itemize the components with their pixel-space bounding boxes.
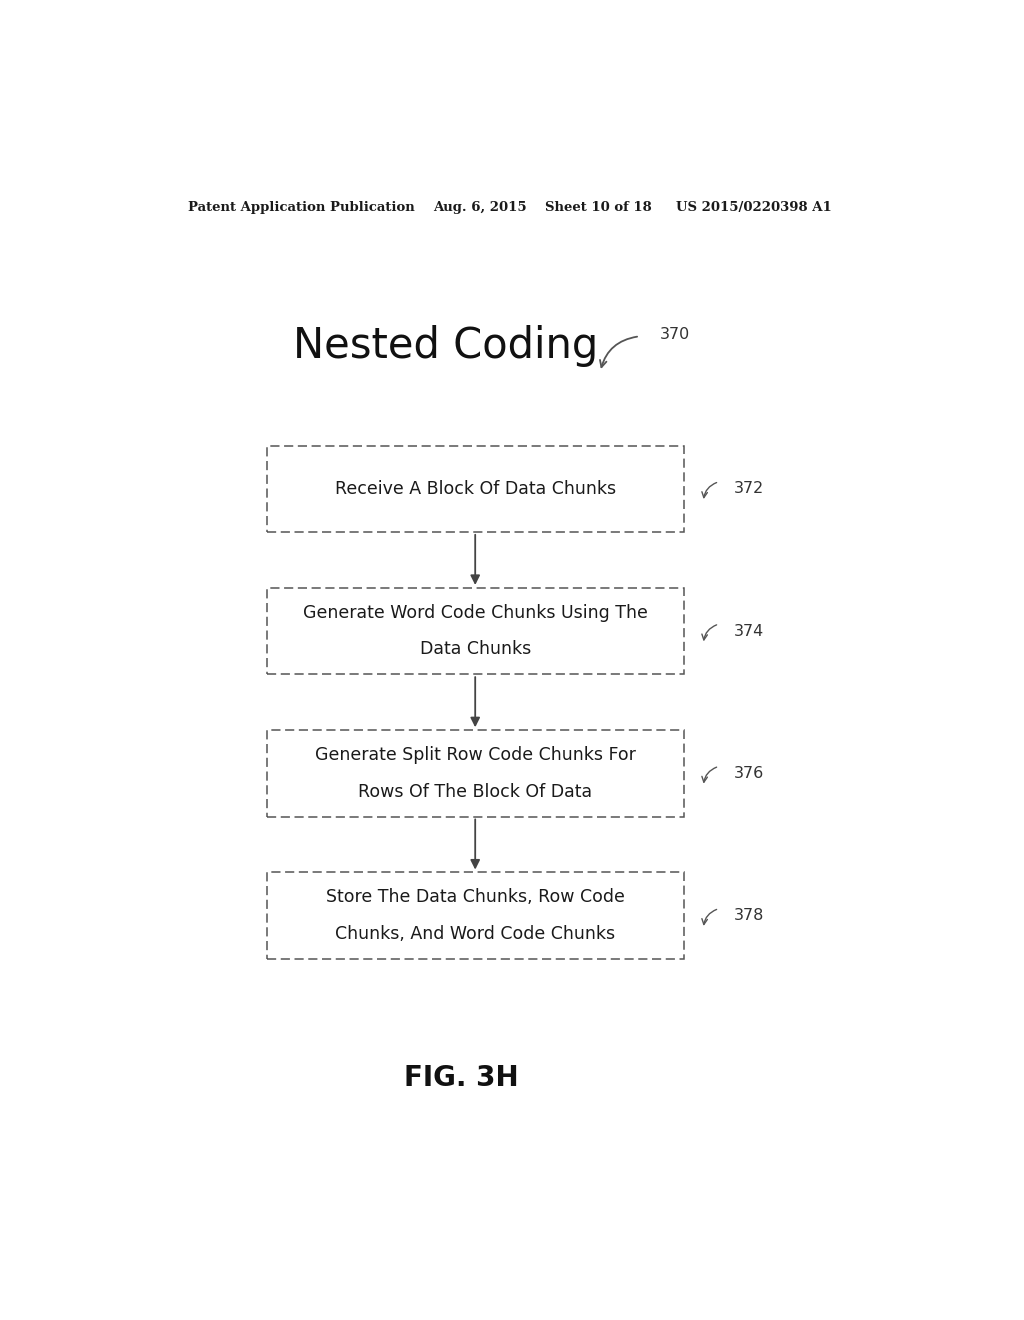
Text: Generate Word Code Chunks Using The: Generate Word Code Chunks Using The — [303, 603, 647, 622]
Bar — [267, 873, 684, 958]
Text: Nested Coding: Nested Coding — [293, 326, 598, 367]
Text: 374: 374 — [733, 623, 764, 639]
Text: 376: 376 — [733, 766, 764, 781]
Text: Data Chunks: Data Chunks — [420, 640, 530, 659]
Text: Rows Of The Block Of Data: Rows Of The Block Of Data — [358, 783, 592, 801]
Text: 378: 378 — [733, 908, 764, 923]
Text: Store The Data Chunks, Row Code: Store The Data Chunks, Row Code — [326, 888, 625, 907]
Text: Generate Split Row Code Chunks For: Generate Split Row Code Chunks For — [314, 746, 636, 764]
Text: US 2015/0220398 A1: US 2015/0220398 A1 — [676, 201, 831, 214]
Text: 370: 370 — [659, 327, 690, 342]
Text: Aug. 6, 2015: Aug. 6, 2015 — [433, 201, 527, 214]
Text: FIG. 3H: FIG. 3H — [404, 1064, 518, 1092]
Text: Receive A Block Of Data Chunks: Receive A Block Of Data Chunks — [335, 479, 615, 498]
Bar — [267, 730, 684, 817]
Text: Chunks, And Word Code Chunks: Chunks, And Word Code Chunks — [335, 925, 615, 942]
Text: 372: 372 — [733, 482, 764, 496]
Bar — [267, 587, 684, 675]
Text: Patent Application Publication: Patent Application Publication — [187, 201, 415, 214]
Text: Sheet 10 of 18: Sheet 10 of 18 — [545, 201, 651, 214]
Bar — [267, 446, 684, 532]
